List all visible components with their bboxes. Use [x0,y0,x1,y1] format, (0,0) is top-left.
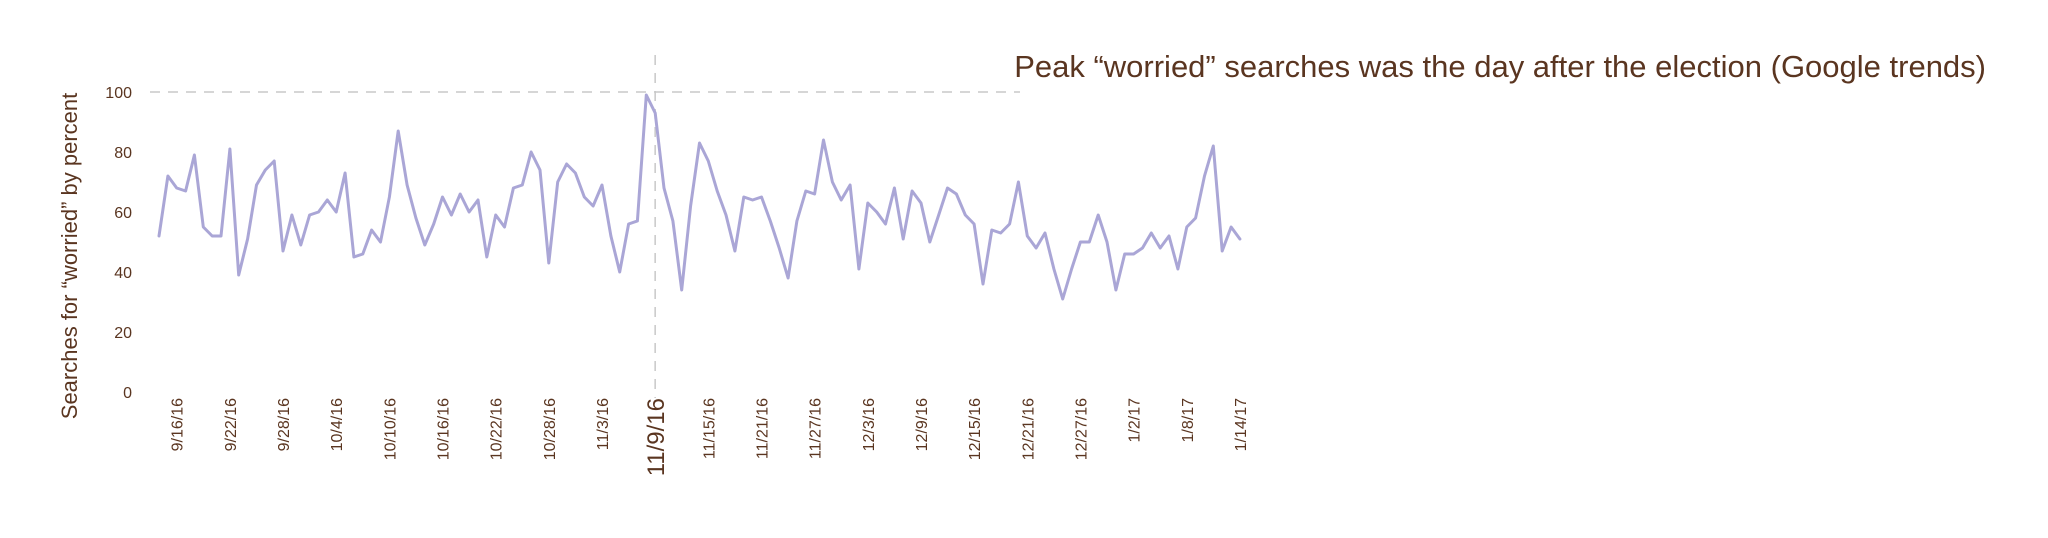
x-tick-label: 10/4/16 [329,398,346,451]
x-tick-label: 10/22/16 [489,398,506,460]
y-axis-label: Searches for “worried” by percent [57,93,82,419]
x-tick-label: 9/28/16 [276,398,293,451]
x-tick-label: 12/9/16 [914,398,931,451]
x-tick-label-highlight: 11/9/16 [643,398,670,476]
x-tick-label: 12/21/16 [1020,398,1037,460]
x-tick-label: 11/21/16 [754,398,771,459]
x-tick-label: 11/15/16 [701,398,718,459]
x-tick-label: 1/14/17 [1233,398,1250,451]
y-tick-label: 80 [114,145,132,162]
y-tick-label: 60 [114,205,132,222]
x-tick-label: 11/3/16 [595,398,612,450]
y-tick-label: 0 [123,385,132,402]
y-tick-label: 40 [114,265,132,282]
y-axis-ticks: 0 20 40 60 80 100 [105,85,132,402]
x-tick-label: 1/2/17 [1127,398,1144,443]
x-tick-label: 12/15/16 [967,398,984,460]
x-tick-label: 12/3/16 [861,398,878,451]
y-tick-label: 20 [114,325,132,342]
x-tick-label: 10/28/16 [542,398,559,460]
data-points [159,95,1240,299]
chart-title: Peak “worried” searches was the day afte… [1014,49,1986,84]
y-tick-label: 100 [105,85,132,102]
series-line-worried [157,93,1242,301]
x-tick-label: 9/16/16 [170,398,187,451]
series-layer [157,93,1242,301]
x-tick-label: 10/16/16 [436,398,453,460]
x-tick-label: 10/10/16 [382,398,399,460]
x-tick-label: 9/22/16 [223,398,240,451]
x-tick-label: 12/27/16 [1073,398,1090,460]
x-tick-label: 11/27/16 [808,398,825,459]
x-axis-ticks: 9/16/16 9/22/16 9/28/16 10/4/16 10/10/16 10/1… [170,398,1250,476]
x-tick-label: 1/8/17 [1180,398,1197,443]
